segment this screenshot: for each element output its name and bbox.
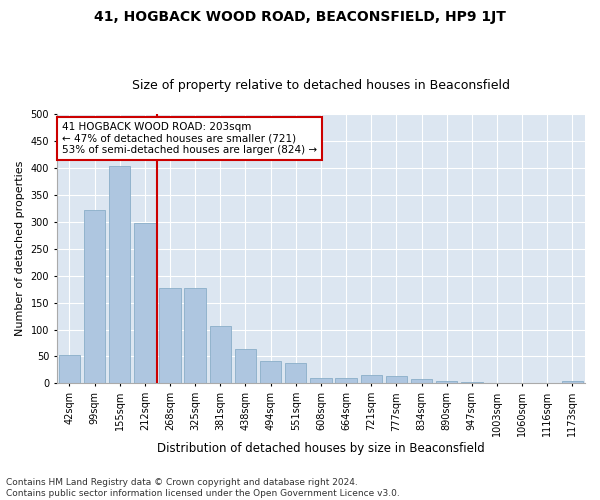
Y-axis label: Number of detached properties: Number of detached properties	[15, 161, 25, 336]
Bar	[209, 326, 231, 384]
Bar	[84, 210, 105, 384]
Bar	[361, 376, 382, 384]
X-axis label: Distribution of detached houses by size in Beaconsfield: Distribution of detached houses by size …	[157, 442, 485, 455]
Bar	[285, 364, 307, 384]
Bar	[260, 361, 281, 384]
Bar	[411, 379, 432, 384]
Bar	[562, 380, 583, 384]
Bar	[310, 378, 332, 384]
Bar	[134, 223, 155, 384]
Bar	[184, 288, 206, 384]
Bar	[109, 166, 130, 384]
Bar	[335, 378, 357, 384]
Bar	[160, 288, 181, 384]
Bar	[486, 383, 508, 384]
Bar	[511, 383, 533, 384]
Bar	[59, 355, 80, 384]
Bar	[436, 380, 457, 384]
Text: Contains HM Land Registry data © Crown copyright and database right 2024.
Contai: Contains HM Land Registry data © Crown c…	[6, 478, 400, 498]
Title: Size of property relative to detached houses in Beaconsfield: Size of property relative to detached ho…	[132, 79, 510, 92]
Text: 41, HOGBACK WOOD ROAD, BEACONSFIELD, HP9 1JT: 41, HOGBACK WOOD ROAD, BEACONSFIELD, HP9…	[94, 10, 506, 24]
Bar	[386, 376, 407, 384]
Bar	[461, 382, 482, 384]
Bar	[536, 383, 558, 384]
Bar	[235, 350, 256, 384]
Text: 41 HOGBACK WOOD ROAD: 203sqm
← 47% of detached houses are smaller (721)
53% of s: 41 HOGBACK WOOD ROAD: 203sqm ← 47% of de…	[62, 122, 317, 156]
